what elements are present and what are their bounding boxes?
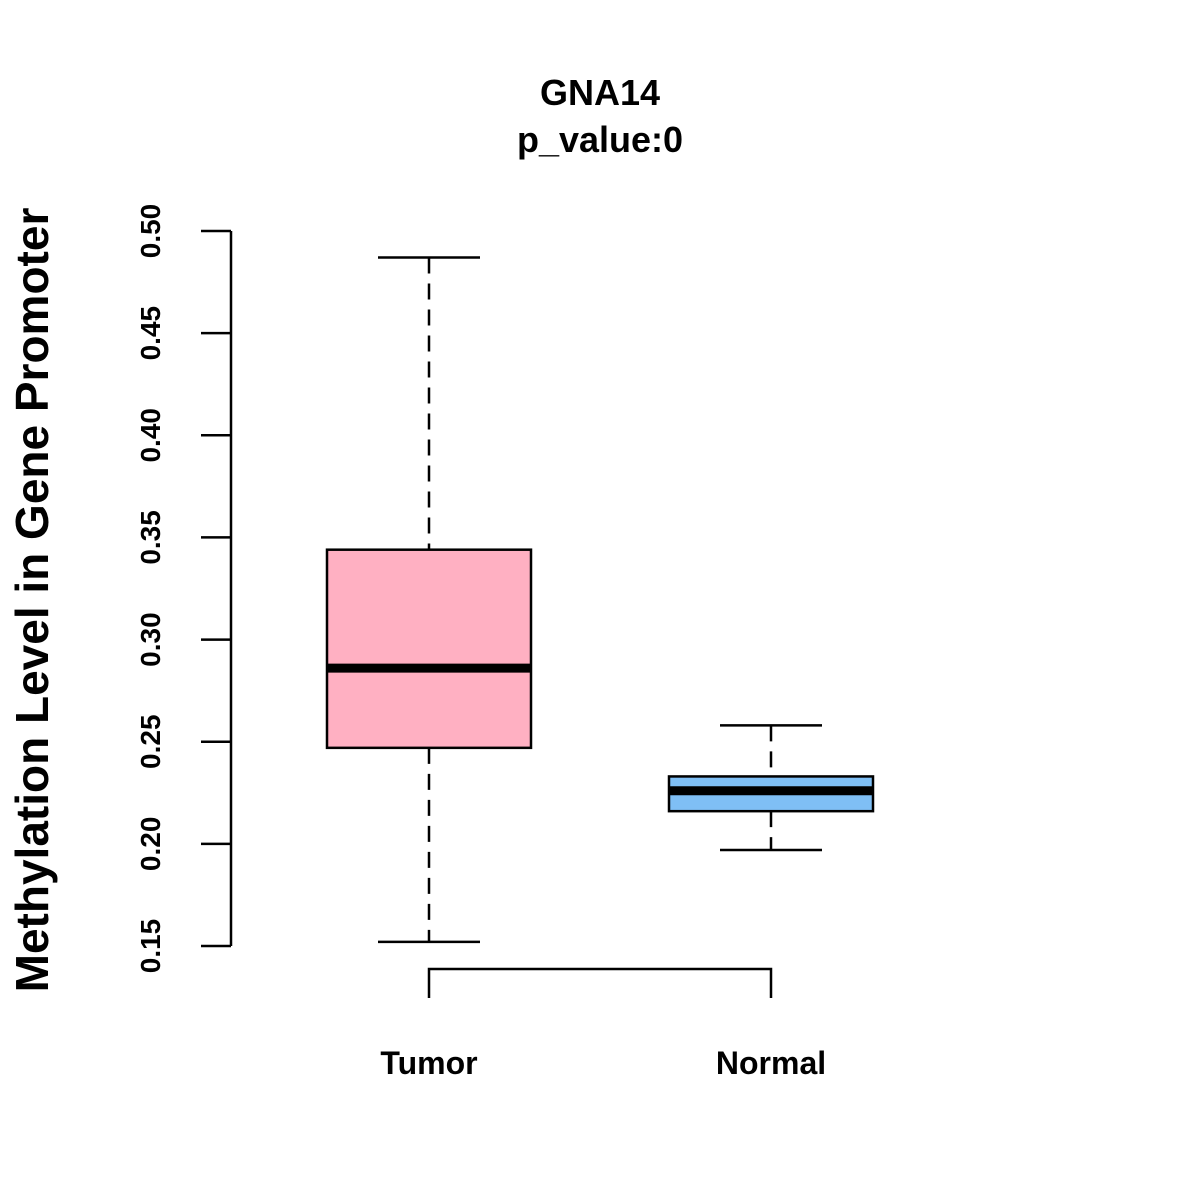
y-tick-label: 0.30 (135, 612, 166, 667)
x-category-label-normal: Normal (716, 1045, 826, 1081)
bracket-line (427, 967, 773, 998)
chart-title: GNA14 (540, 72, 660, 113)
category-labels: Tumor Normal (380, 1045, 826, 1081)
y-axis: 0.15 0.20 0.25 0.30 0.35 0.40 0.45 0.50 (135, 204, 233, 974)
y-tick-label: 0.50 (135, 204, 166, 259)
y-tick-label: 0.45 (135, 306, 166, 361)
y-tick-label: 0.40 (135, 408, 166, 463)
y-axis-label: Methylation Level in Gene Promoter (6, 208, 58, 993)
y-tick-label: 0.25 (135, 714, 166, 769)
tumor-box (325, 548, 533, 750)
chart-subtitle: p_value:0 (517, 119, 683, 160)
comparison-bracket (427, 967, 773, 998)
y-tick-label: 0.15 (135, 919, 166, 974)
y-tick-label: 0.35 (135, 510, 166, 565)
y-tick-label: 0.20 (135, 817, 166, 872)
x-category-label-tumor: Tumor (380, 1045, 477, 1081)
box-group (325, 256, 875, 944)
